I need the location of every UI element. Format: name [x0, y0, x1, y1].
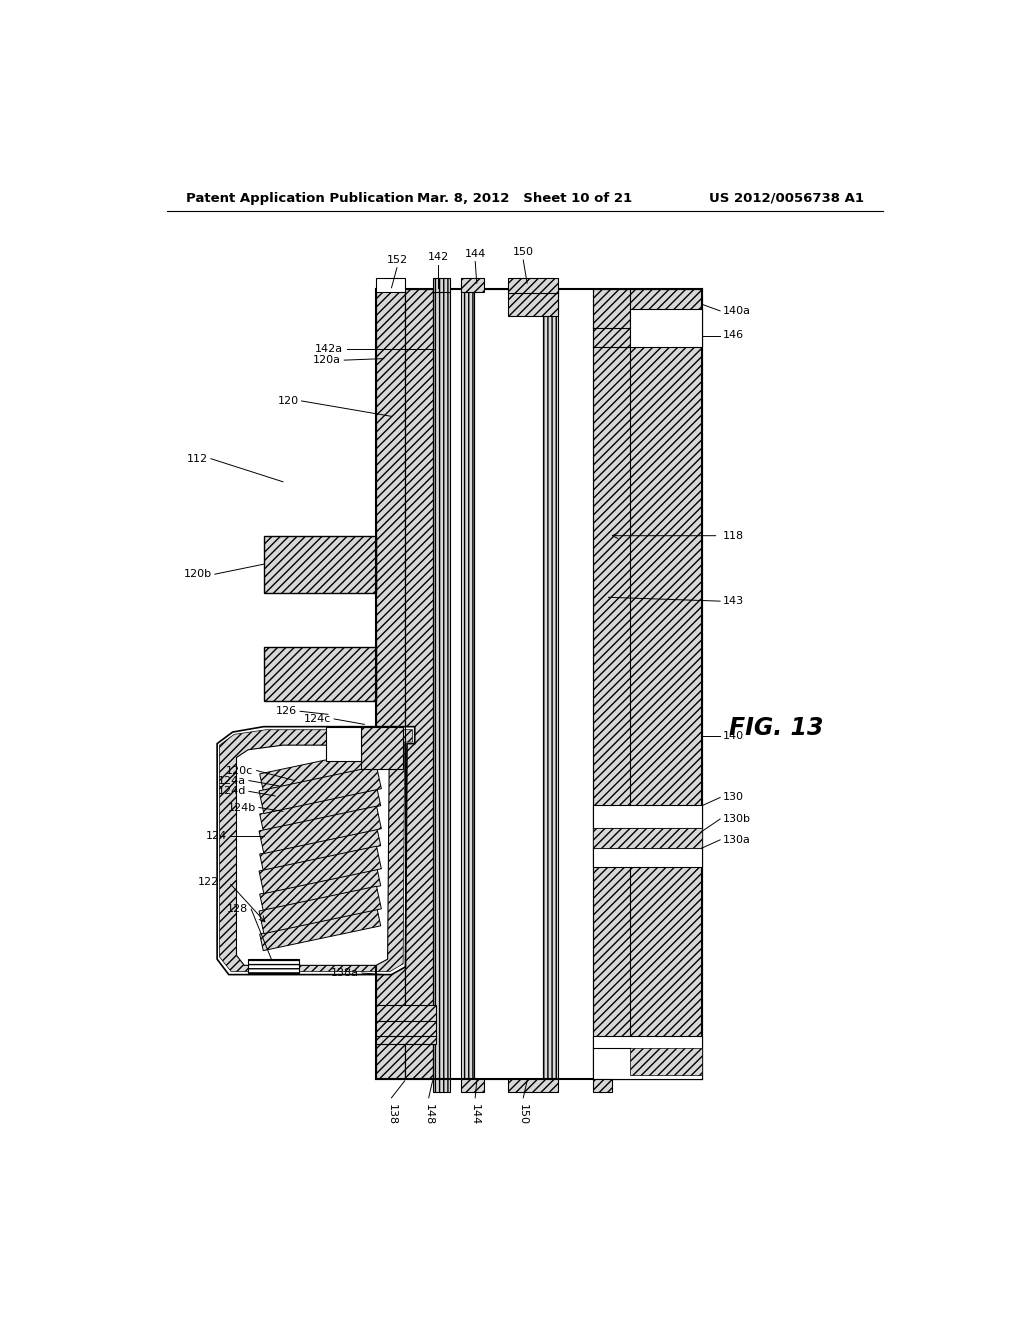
Bar — [376, 1006, 436, 1044]
Bar — [263, 536, 376, 594]
Polygon shape — [260, 748, 381, 791]
Text: Mar. 8, 2012   Sheet 10 of 21: Mar. 8, 2012 Sheet 10 of 21 — [417, 191, 633, 205]
Text: 128: 128 — [227, 904, 248, 915]
Text: 118: 118 — [723, 531, 744, 541]
Text: 143: 143 — [723, 597, 744, 606]
Text: 120a: 120a — [313, 355, 341, 366]
Bar — [593, 1078, 612, 1093]
Polygon shape — [259, 886, 381, 933]
Text: 124: 124 — [206, 832, 227, 841]
Text: 150: 150 — [518, 1104, 528, 1125]
Bar — [360, 726, 403, 770]
Text: 120: 120 — [278, 396, 299, 407]
Text: 150: 150 — [513, 247, 534, 257]
Text: 120b: 120b — [183, 569, 212, 579]
Text: 142: 142 — [427, 252, 449, 263]
Text: 124a: 124a — [218, 776, 246, 785]
Bar — [558, 289, 593, 1078]
Bar — [432, 1078, 450, 1093]
Text: 124c: 124c — [304, 714, 331, 723]
Bar — [593, 289, 701, 1078]
Text: 130: 130 — [723, 792, 744, 803]
Bar — [508, 277, 558, 293]
Bar — [263, 647, 376, 701]
Bar — [508, 1078, 558, 1093]
Polygon shape — [259, 846, 381, 894]
Text: 138: 138 — [386, 1104, 396, 1125]
Text: 124b: 124b — [227, 803, 256, 813]
Text: 122: 122 — [199, 878, 219, 887]
Text: 124d: 124d — [217, 787, 246, 796]
Bar — [248, 960, 299, 973]
Text: 126: 126 — [275, 706, 297, 717]
Polygon shape — [260, 869, 381, 911]
Text: US 2012/0056738 A1: US 2012/0056738 A1 — [710, 191, 864, 205]
Text: 140: 140 — [723, 731, 744, 741]
Bar — [630, 1048, 701, 1074]
Polygon shape — [219, 730, 413, 972]
Bar — [450, 289, 461, 1078]
Text: 144: 144 — [470, 1104, 480, 1125]
Bar — [508, 289, 558, 317]
Text: 144: 144 — [465, 248, 485, 259]
Bar — [593, 829, 701, 847]
Bar — [376, 277, 406, 292]
Polygon shape — [260, 789, 381, 830]
Polygon shape — [259, 766, 381, 813]
Text: Patent Application Publication: Patent Application Publication — [186, 191, 414, 205]
Text: 138a: 138a — [331, 968, 359, 978]
Bar — [326, 726, 360, 762]
Text: 146: 146 — [723, 330, 744, 341]
Bar — [432, 277, 450, 292]
Text: 140a: 140a — [723, 306, 752, 315]
Text: 148: 148 — [424, 1104, 434, 1125]
Bar — [593, 805, 701, 867]
Text: 152: 152 — [386, 255, 408, 264]
Bar — [474, 289, 543, 1078]
Text: FIG. 13: FIG. 13 — [729, 717, 823, 741]
Text: 130b: 130b — [723, 814, 752, 824]
Bar — [461, 289, 474, 1078]
Bar — [406, 289, 432, 1078]
Text: 142a: 142a — [315, 345, 343, 354]
Text: 112: 112 — [186, 454, 208, 463]
Bar — [543, 289, 558, 1078]
Bar — [630, 309, 701, 347]
Polygon shape — [217, 726, 415, 974]
Polygon shape — [259, 807, 381, 854]
Bar — [461, 1078, 483, 1093]
Bar — [376, 289, 406, 1078]
Bar — [461, 277, 483, 292]
Text: 120c: 120c — [226, 766, 254, 776]
Polygon shape — [237, 744, 395, 965]
Polygon shape — [260, 829, 381, 871]
Polygon shape — [260, 909, 381, 950]
Bar — [432, 289, 450, 1078]
Bar — [593, 1036, 701, 1078]
Text: 130a: 130a — [723, 834, 751, 845]
